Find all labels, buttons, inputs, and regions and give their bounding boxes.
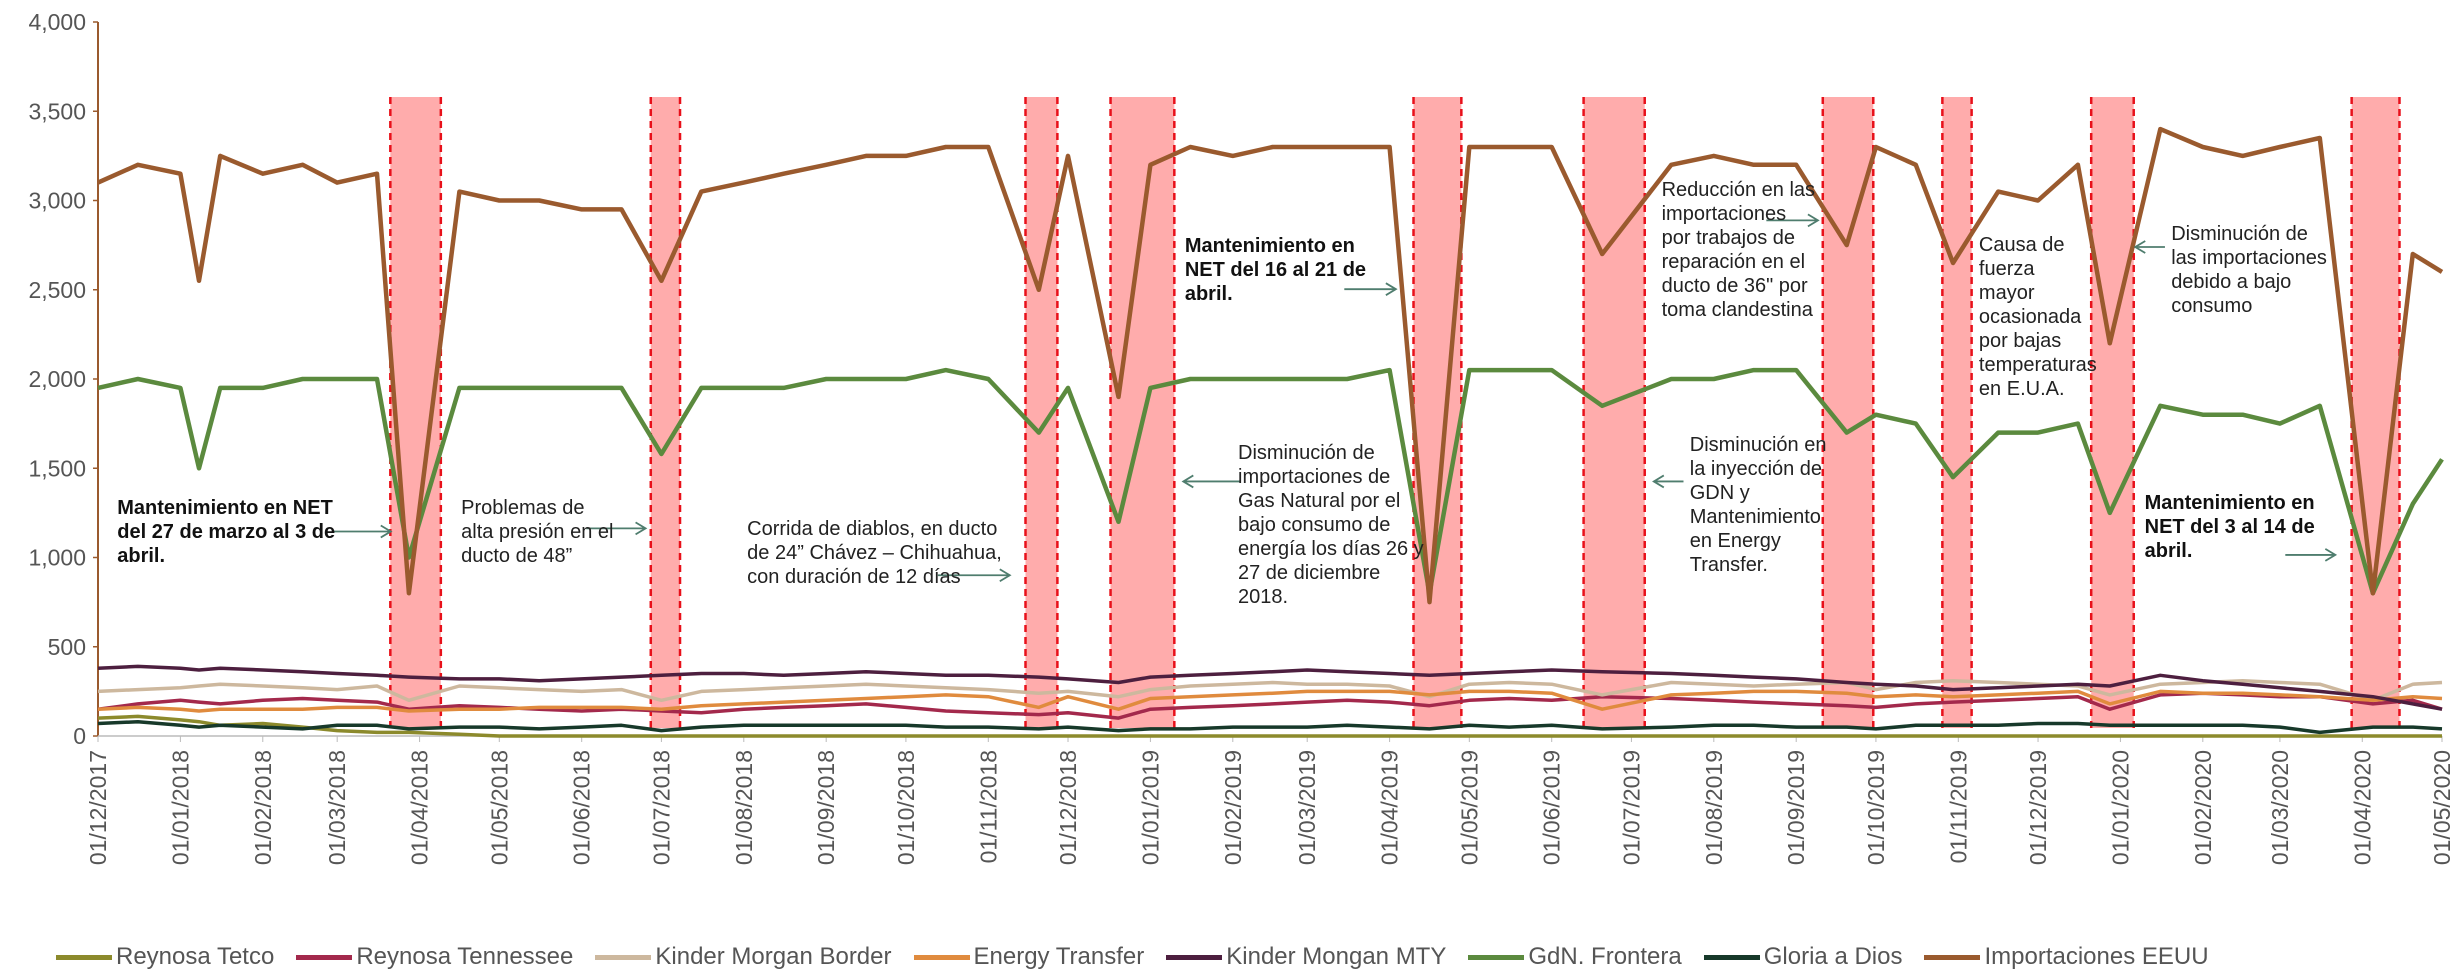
legend-item: Importaciones EEUU [1924, 943, 2209, 971]
annotation: Causa de fuerza mayor ocasionada por baj… [1978, 233, 2097, 400]
x-tick-label: 01/01/2020 [2107, 750, 2133, 865]
x-tick-label: 01/07/2019 [1618, 750, 1644, 865]
x-tick-label: 01/05/2019 [1456, 750, 1482, 865]
legend-swatch [296, 954, 353, 960]
legend-item: Kinder Morgan Border [595, 943, 892, 971]
shaded-period [2351, 97, 2400, 728]
legend-swatch [1166, 954, 1223, 960]
legend-item: GdN. Frontera [1468, 943, 1682, 971]
x-tick-label: 01/08/2019 [1701, 750, 1727, 865]
y-tick-label: 3,000 [28, 188, 86, 214]
y-tick-label: 2,000 [28, 366, 86, 392]
x-tick-label: 01/03/2018 [324, 750, 350, 865]
legend-label: Reynosa Tetco [116, 943, 275, 970]
x-tick-label: 01/08/2018 [731, 750, 757, 865]
legend-label: Kinder Mongan MTY [1226, 943, 1447, 970]
legend-label: GdN. Frontera [1528, 943, 1682, 970]
chart: 0 500 1,000 1,500 2,000 2,500 3,000 3,500 4,000 0… [28, 9, 2451, 865]
y-tick-label: 4,000 [28, 9, 86, 35]
annotation-arrowhead [1652, 474, 1665, 489]
annotation-arrowhead [1385, 282, 1398, 296]
shaded-period [1942, 97, 1972, 728]
legend-swatch [1703, 954, 1760, 960]
annotation: Reducción en las importaciones por traba… [1661, 179, 1816, 322]
legend-item: Kinder Mongan MTY [1166, 943, 1446, 971]
series-line [97, 367, 2444, 596]
annotation: Disminución en la inyección de GDN y Man… [1689, 433, 1827, 576]
legend-label: Kinder Morgan Border [655, 943, 892, 970]
x-tick-label: 01/02/2019 [1220, 750, 1246, 865]
annotation: Corrida de diablos, en ducto de 24” Cháv… [747, 518, 1002, 589]
legend-swatch [1924, 954, 1981, 960]
series-line [97, 719, 2443, 735]
legend: Reynosa Tetco Reynosa Tennessee Kinder Mor… [56, 943, 2209, 971]
x-tick-label: 01/10/2019 [1863, 750, 1889, 865]
x-tick-label: 01/12/2018 [1055, 750, 1081, 865]
annotation: Mantenimiento en NET del 3 al 14 de abri… [2144, 491, 2315, 562]
x-tick-label: 01/11/2018 [975, 750, 1001, 863]
x-tick-label: 01/06/2019 [1539, 750, 1565, 865]
x-tick-label: 01/12/2019 [2025, 750, 2051, 865]
x-tick-label: 01/02/2020 [2190, 750, 2216, 865]
x-tick-label: 01/01/2019 [1137, 750, 1163, 865]
legend-swatch [595, 954, 652, 960]
legend-label: Reynosa Tennessee [356, 943, 574, 970]
x-tick-label: 01/11/2019 [1945, 750, 1971, 863]
x-tick-label: 01/05/2018 [486, 750, 512, 865]
x-tick-label: 01/04/2020 [2349, 750, 2375, 865]
y-tick-label: 2,500 [28, 277, 86, 303]
legend-label: Gloria a Dios [1763, 943, 1903, 970]
x-tick-label: 01/09/2019 [1783, 750, 1809, 865]
y-tick-label: 1,500 [28, 455, 86, 481]
annotation-arrowhead [999, 568, 1012, 583]
legend-item: Reynosa Tennessee [296, 943, 573, 971]
legend-label: Importaciones EEUU [1984, 943, 2209, 970]
annotation-arrowhead [1807, 213, 1820, 228]
annotation: Disminución de importaciones de Gas Natu… [1238, 441, 1424, 608]
series-line [97, 691, 2443, 720]
annotation-arrowhead [2133, 240, 2146, 254]
annotation-arrowhead [1181, 474, 1194, 489]
series-line [97, 126, 2444, 605]
annotation-arrowhead [380, 524, 393, 539]
annotation-arrowhead [2324, 548, 2338, 562]
series-line [97, 664, 2443, 711]
shaded-period [650, 97, 681, 728]
x-tick-label: 01/05/2020 [2429, 750, 2451, 865]
y-tick-label: 1,000 [28, 545, 86, 571]
x-tick-label: 01/07/2018 [648, 750, 674, 865]
y-tick-label: 500 [48, 634, 86, 660]
annotation: Disminución de las importaciones debido … [2171, 222, 2327, 317]
legend-swatch [913, 954, 970, 960]
x-tick-label: 01/09/2018 [813, 750, 839, 865]
shaded-period [1413, 97, 1462, 728]
x-tick-label: 01/06/2018 [569, 750, 595, 865]
legend-item: Reynosa Tetco [56, 943, 274, 971]
x-tick-label: 01/04/2018 [407, 750, 433, 865]
series-line [97, 714, 2442, 738]
legend-swatch [1468, 954, 1525, 960]
legend-item: Energy Transfer [913, 943, 1145, 971]
annotation-arrowhead [635, 521, 648, 536]
annotation: Problemas de alta presión en el ducto de… [461, 496, 614, 567]
x-tick-label: 01/03/2019 [1294, 750, 1320, 865]
x-tick-label: 01/03/2020 [2267, 750, 2293, 865]
x-tick-label: 01/10/2018 [893, 750, 919, 865]
annotation: Mantenimiento en NET del 16 al 21 de abr… [1184, 235, 1367, 306]
legend-item: Gloria a Dios [1703, 943, 1903, 971]
annotation: Mantenimiento en NET del 27 de marzo al … [117, 496, 336, 567]
y-tick-label: 3,500 [28, 98, 86, 124]
shaded-period [1583, 97, 1645, 728]
x-tick-label: 01/12/2017 [85, 750, 111, 865]
y-tick-label: 0 [73, 723, 86, 749]
shaded-period [2091, 97, 2134, 728]
series-line [97, 689, 2443, 713]
legend-label: Energy Transfer [973, 943, 1145, 970]
x-tick-label: 01/01/2018 [167, 750, 193, 865]
x-tick-label: 01/04/2019 [1377, 750, 1403, 865]
x-tick-label: 01/02/2018 [250, 750, 276, 865]
legend-swatch [56, 954, 112, 960]
